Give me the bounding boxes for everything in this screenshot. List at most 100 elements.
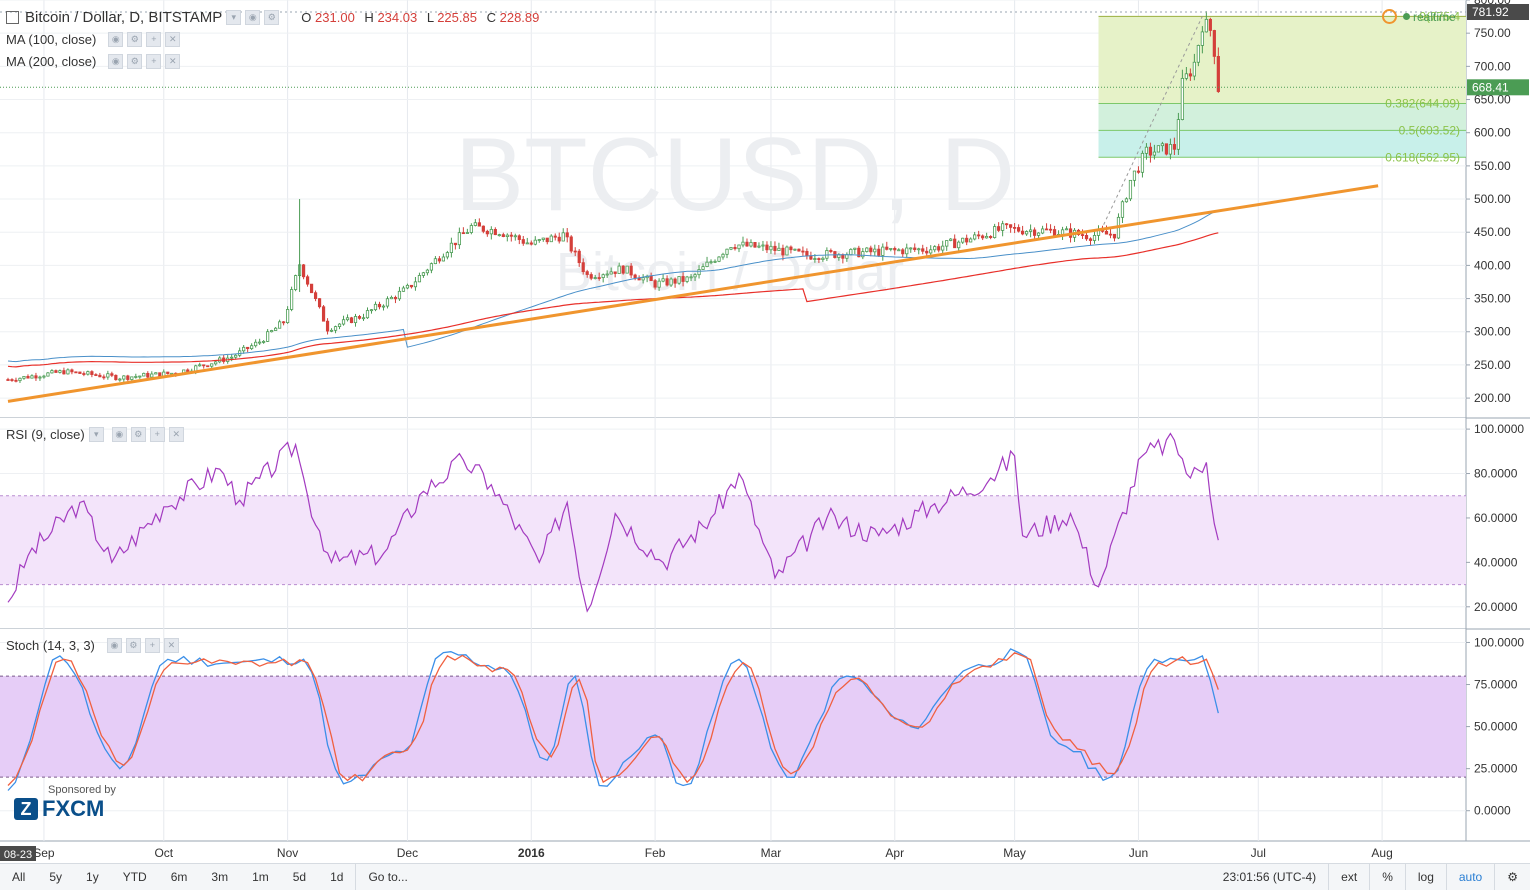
candle-body	[1084, 234, 1089, 240]
close-icon[interactable]: ✕	[163, 638, 179, 653]
dropdown-icon[interactable]: ▾	[88, 427, 104, 442]
candle-body	[981, 235, 985, 239]
candle-body	[793, 248, 797, 251]
percent-button[interactable]: %	[1370, 864, 1406, 890]
candle-body	[1208, 18, 1212, 31]
gear-icon[interactable]: ⚙	[1507, 870, 1518, 884]
candle-body	[405, 284, 410, 289]
collapse-icon[interactable]	[6, 11, 19, 24]
plus-icon[interactable]: +	[149, 427, 165, 442]
eye-icon[interactable]: ◉	[111, 427, 127, 442]
candle-body	[881, 246, 885, 256]
sponsor-logo[interactable]: Sponsored by Z FXCM	[14, 784, 116, 822]
chart-canvas[interactable]: Sep Oct Nov Dec 2016 Feb Mar Apr May Jun Jul Aug 08-…	[0, 0, 1530, 863]
candle-body	[234, 354, 238, 358]
candle-body	[481, 225, 485, 232]
eye-icon[interactable]: ◉	[108, 54, 124, 69]
y-tick-label: 40.0000	[1474, 555, 1518, 569]
candle-body	[1188, 73, 1192, 77]
candle-body	[613, 271, 617, 274]
range-5y[interactable]: 5y	[49, 870, 63, 884]
candle-body	[317, 298, 322, 308]
fxcm-logo-icon: Z	[14, 798, 38, 820]
eye-icon[interactable]: ◉	[108, 32, 124, 47]
auto-button[interactable]: auto	[1447, 864, 1496, 890]
y-tick-label: 400.00	[1474, 258, 1511, 272]
range-6m[interactable]: 6m	[170, 870, 188, 884]
range-ytd[interactable]: YTD	[122, 870, 147, 884]
rsi-legend[interactable]: RSI (9, close) ▾ ◉ ⚙ + ✕	[6, 427, 184, 442]
settings-icon[interactable]: ⚙	[264, 10, 280, 25]
plus-icon[interactable]: +	[146, 54, 162, 69]
candle-body	[54, 370, 58, 373]
close-icon[interactable]: ✕	[165, 32, 181, 47]
close-icon[interactable]: ✕	[168, 427, 184, 442]
candle-body	[305, 276, 310, 285]
candle-body	[365, 310, 370, 319]
x-tick-label: Dec	[397, 846, 418, 860]
candle-body	[529, 242, 533, 245]
eye-icon[interactable]: ◉	[106, 638, 122, 653]
candle-body	[585, 271, 589, 275]
ma200-legend[interactable]: MA (200, close) ◉ ⚙ + ✕	[6, 54, 181, 69]
range-5d[interactable]: 5d	[292, 870, 307, 884]
ma100-label: MA (100, close)	[6, 32, 97, 47]
settings-icon[interactable]: ⚙	[130, 427, 146, 442]
ext-button[interactable]: ext	[1329, 864, 1371, 890]
candle-body	[114, 374, 118, 381]
stoch-legend[interactable]: Stoch (14, 3, 3) ◉ ⚙ + ✕	[6, 638, 179, 653]
goto-button[interactable]: Go to...	[368, 870, 408, 884]
range-3m[interactable]: 3m	[211, 870, 229, 884]
candle-body	[18, 377, 22, 382]
candle-body	[965, 237, 969, 243]
settings-icon[interactable]: ⚙	[125, 638, 141, 653]
candle-body	[633, 274, 637, 279]
candle-body	[1144, 146, 1149, 154]
candle-body	[186, 369, 190, 373]
candle-body	[385, 298, 390, 307]
candle-body	[313, 292, 318, 300]
range-all[interactable]: All	[12, 870, 26, 884]
candle-body	[433, 258, 438, 265]
eye-icon[interactable]: ◉	[245, 10, 261, 25]
candle-body	[250, 345, 254, 350]
dropdown-icon[interactable]: ▾	[226, 10, 242, 25]
candle-body	[961, 237, 965, 243]
close-icon[interactable]: ✕	[165, 54, 181, 69]
candle-body	[649, 275, 653, 282]
fib-zone	[1098, 103, 1466, 131]
candle-body	[130, 376, 134, 380]
candle-body	[377, 303, 382, 308]
candle-body	[138, 375, 142, 378]
candle-body	[869, 247, 873, 253]
stoch-d-line	[7, 652, 1219, 786]
candle-body	[301, 264, 306, 278]
candle-body	[681, 276, 685, 282]
candle-body	[1120, 201, 1125, 218]
candle-body	[417, 275, 422, 283]
candle-body	[573, 250, 577, 253]
ma100-legend[interactable]: MA (100, close) ◉ ⚙ + ✕	[6, 32, 181, 47]
symbol-title[interactable]: Bitcoin / Dollar, D, BITSTAMP	[25, 9, 223, 26]
candle-body	[1196, 45, 1200, 63]
candle-body	[1156, 145, 1161, 153]
plus-icon[interactable]: +	[146, 32, 162, 47]
watermark-title: BTCUSD, D	[455, 117, 1015, 233]
log-button[interactable]: log	[1406, 864, 1447, 890]
ma200-line	[7, 232, 1219, 368]
y-tick-label: 200.00	[1474, 391, 1511, 405]
range-1m[interactable]: 1m	[252, 870, 269, 884]
settings-icon[interactable]: ⚙	[127, 32, 143, 47]
clock-time[interactable]: 23:01:56 (UTC-4)	[1211, 864, 1330, 890]
range-1y[interactable]: 1y	[86, 870, 99, 884]
candle-body	[737, 244, 741, 250]
candle-body	[913, 247, 917, 250]
candle-body	[893, 247, 897, 251]
realtime-indicator[interactable]: realtime	[1382, 9, 1456, 24]
range-1d[interactable]: 1d	[318, 864, 357, 890]
x-tick-label: Nov	[277, 846, 298, 860]
candle-body	[1036, 232, 1041, 236]
plus-icon[interactable]: +	[144, 638, 160, 653]
settings-icon[interactable]: ⚙	[127, 54, 143, 69]
candle-body	[1104, 230, 1109, 235]
